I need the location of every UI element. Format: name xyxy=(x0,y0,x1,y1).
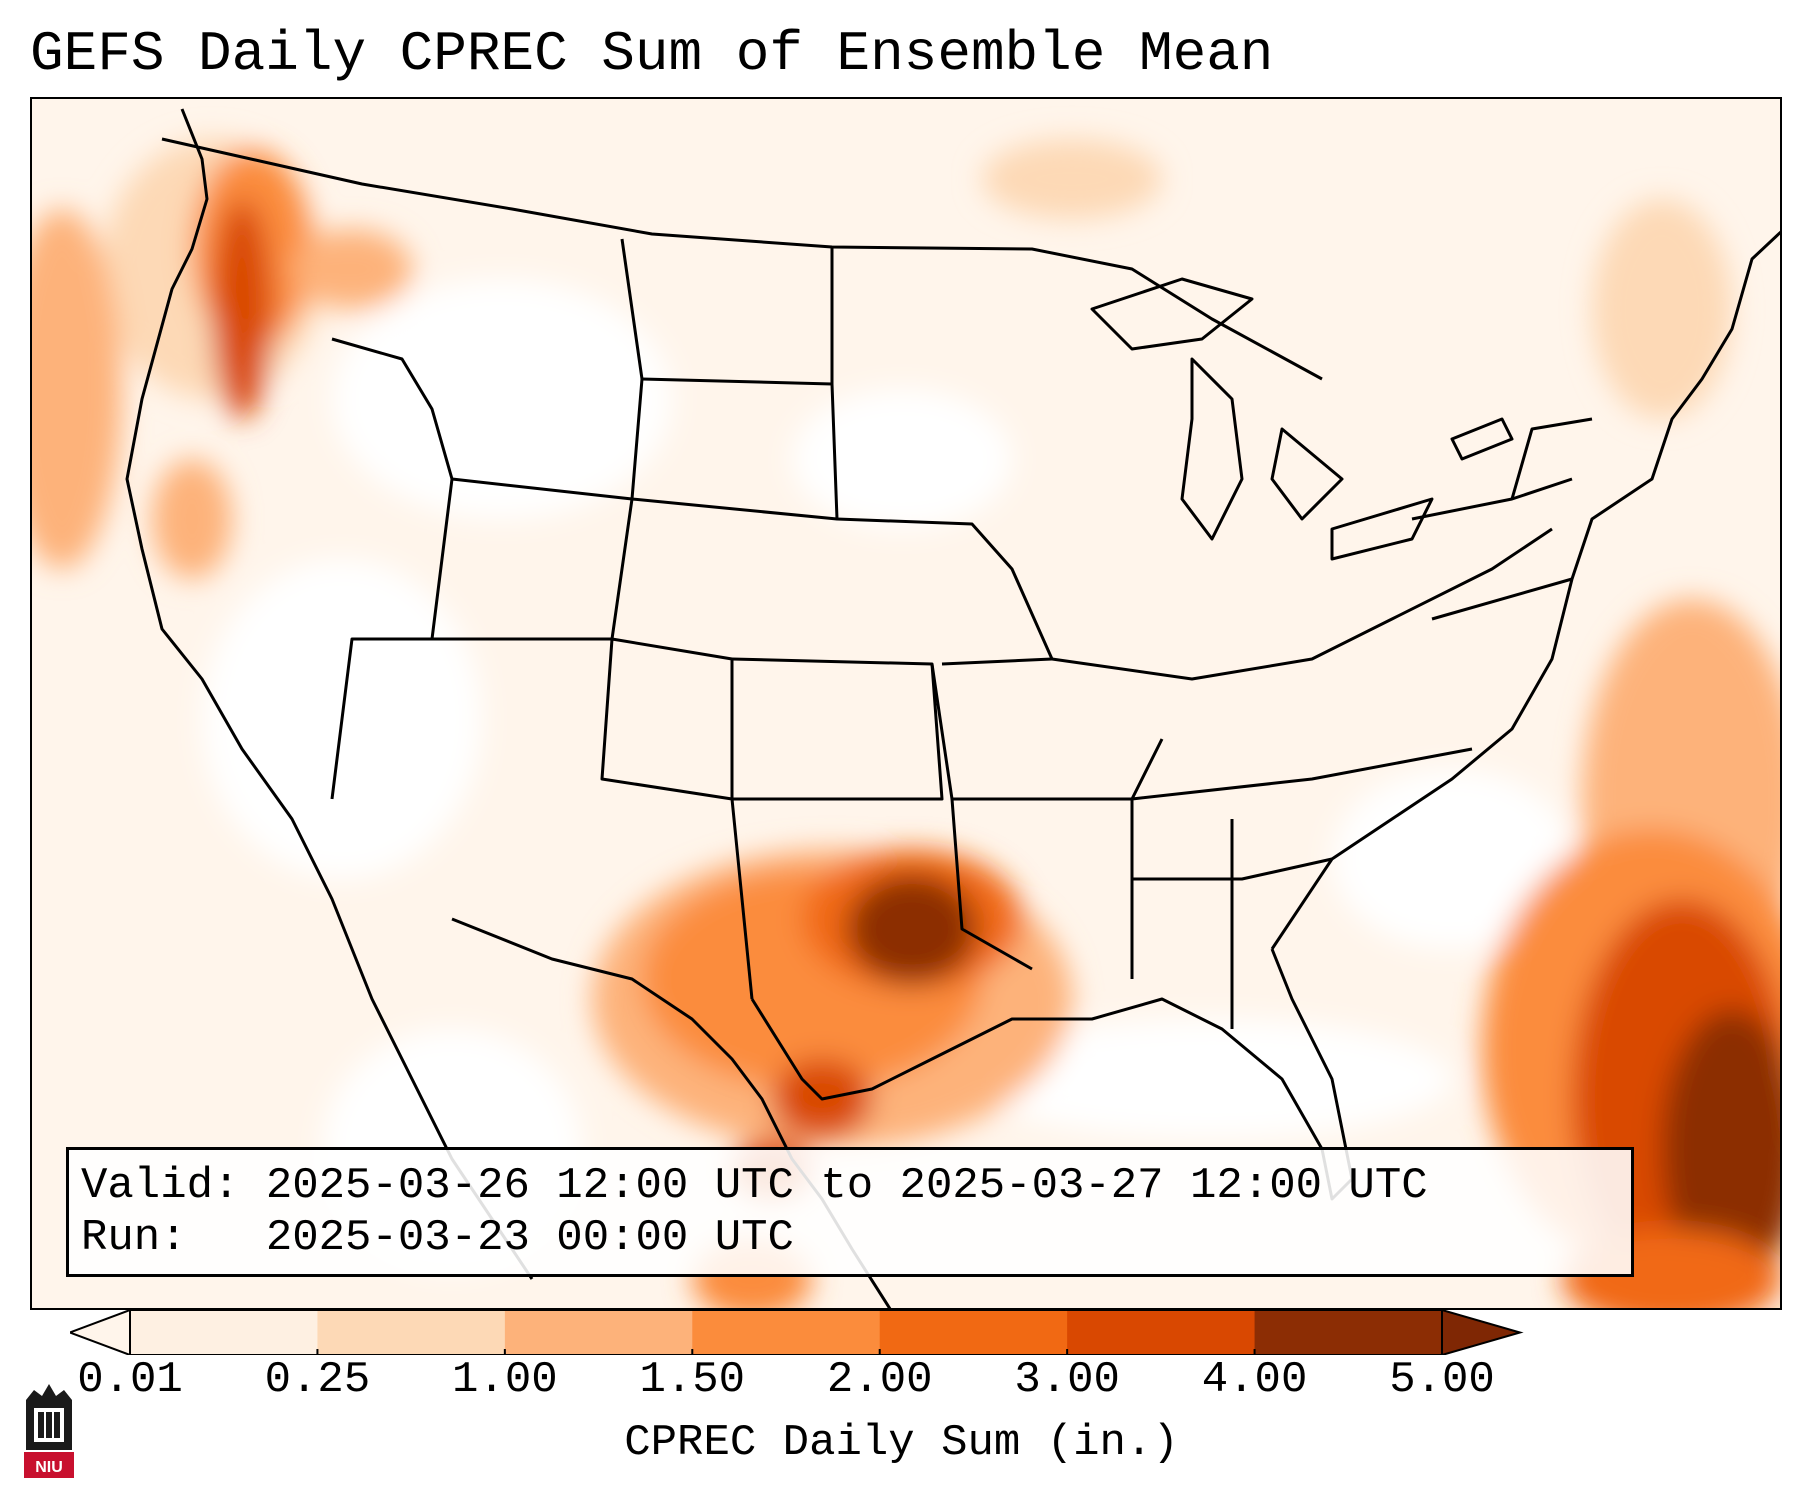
colorbar-segment xyxy=(1254,1310,1443,1355)
map-canvas xyxy=(32,99,1780,1308)
colorbar-tick-label: 2.00 xyxy=(826,1355,933,1405)
colorbar-label: CPREC Daily Sum (in.) xyxy=(624,1418,1179,1468)
run-value: 2025-03-23 00:00 UTC xyxy=(265,1213,794,1263)
info-box: Valid: 2025-03-26 12:00 UTC to 2025-03-2… xyxy=(66,1147,1634,1277)
colorbar-tick-label: 0.25 xyxy=(264,1355,371,1405)
colorbar-segment xyxy=(317,1310,506,1355)
colorbar-frame xyxy=(129,1310,1443,1355)
map-title: GEFS Daily CPREC Sum of Ensemble Mean xyxy=(30,22,1274,86)
niu-logo: NIU xyxy=(24,1384,74,1478)
precipitation-map xyxy=(30,97,1782,1310)
colorbar-tick-label: 3.00 xyxy=(1014,1355,1120,1405)
svg-text:NIU: NIU xyxy=(35,1459,63,1476)
run-label: Run: xyxy=(81,1213,187,1263)
colorbar-over-triangle xyxy=(1441,1310,1524,1355)
colorbar-tick-label: 1.00 xyxy=(452,1355,558,1405)
colorbar-segment xyxy=(1067,1310,1256,1355)
valid-value: 2025-03-26 12:00 UTC to 2025-03-27 12:00… xyxy=(265,1161,1428,1211)
colorbar-under-triangle xyxy=(70,1310,131,1355)
colorbar-tick-label: 4.00 xyxy=(1201,1355,1308,1405)
colorbar-segment xyxy=(692,1310,881,1355)
colorbar xyxy=(70,1310,1524,1355)
colorbar-tick-label: 0.01 xyxy=(77,1355,183,1405)
colorbar-segment xyxy=(879,1310,1068,1355)
state-boundaries xyxy=(125,108,1780,1308)
colorbar-tick-label: 5.00 xyxy=(1389,1355,1495,1405)
colorbar-tick-label: 1.50 xyxy=(639,1355,746,1405)
colorbar-segment xyxy=(130,1310,318,1355)
colorbar-segment xyxy=(504,1310,693,1355)
valid-label: Valid: xyxy=(81,1161,240,1211)
